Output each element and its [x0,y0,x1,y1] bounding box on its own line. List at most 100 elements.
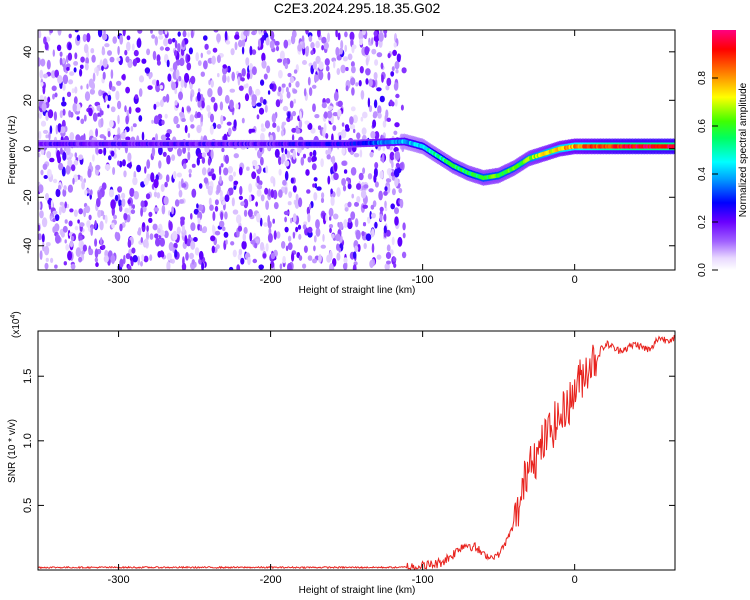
noise-blob [243,226,248,235]
noise-blob [365,78,369,85]
noise-blob [293,98,297,104]
noise-blob [55,124,58,135]
noise-blob [289,76,295,83]
noise-blob [41,233,45,243]
noise-blob [222,200,226,206]
noise-blob [110,150,115,157]
noise-blob [374,131,380,140]
noise-blob [109,56,115,63]
noise-blob [311,156,315,163]
noise-blob [330,196,335,206]
noise-blob [198,183,203,189]
noise-blob [321,102,327,109]
noise-blob [190,93,193,102]
noise-blob [78,154,84,160]
noise-blob [228,266,234,270]
noise-blob [190,240,196,250]
noise-blob [149,254,153,261]
noise-blob [292,231,296,239]
snr-scale-close: ) [11,311,22,314]
noise-blob [394,122,400,128]
noise-blob [287,72,292,78]
noise-blob [89,88,95,95]
noise-blob [57,123,61,133]
noise-blob [67,184,73,193]
noise-blob [386,117,391,123]
noise-blob [332,125,337,131]
noise-blob [67,52,73,61]
noise-blob [190,30,194,39]
noise-blob [272,189,278,200]
noise-blob [121,198,126,208]
noise-blob [271,113,277,124]
noise-blob [396,53,401,63]
noise-blob [188,47,193,55]
noise-blob [365,68,371,76]
noise-blob [336,243,340,251]
noise-blob [73,61,79,66]
noise-blob [233,153,239,159]
noise-blob [381,74,384,83]
noise-blob [153,207,159,212]
noise-blob [197,217,201,225]
noise-blob [352,114,358,124]
noise-blob [350,106,356,112]
noise-blob [47,96,51,103]
noise-blob [260,242,265,251]
noise-blob [219,220,225,228]
noise-blob [302,153,307,159]
noise-blob [153,191,158,198]
colorbar-tick-label: 0.8 [697,71,708,85]
noise-blob [132,123,137,128]
noise-blob [174,49,178,57]
noise-blob [211,173,216,181]
noise-blob [225,239,228,245]
noise-blob [365,233,372,241]
noise-blob [201,157,206,164]
noise-blob [353,153,360,158]
noise-blob [227,65,231,73]
noise-blob [146,48,151,56]
noise-blob [340,40,344,50]
noise-blob [322,233,325,242]
noise-blob [298,255,303,261]
noise-blob [265,165,269,174]
noise-blob [345,126,350,132]
noise-blob [95,146,99,155]
noise-blob [196,157,200,166]
noise-blob [344,31,348,38]
noise-blob [310,42,315,49]
x-tick-label: -300 [108,274,130,286]
noise-blob [161,251,165,258]
noise-blob [60,231,65,238]
noise-blob [97,191,103,200]
noise-blob [354,245,359,253]
noise-blob [308,35,313,42]
noise-blob [126,163,133,168]
noise-blob [227,75,230,83]
noise-blob [230,48,235,56]
noise-blob [325,65,330,72]
noise-blob [362,111,368,119]
noise-blob [402,222,406,231]
noise-blob [66,66,70,71]
noise-blob [211,245,215,254]
noise-blob [237,76,241,86]
noise-blob [223,167,229,176]
noise-blob [313,235,317,243]
noise-blob [109,119,114,128]
noise-blob [342,185,347,192]
noise-blob [300,156,305,166]
noise-blob [282,179,287,186]
y-tick-label: 40 [22,46,34,58]
noise-blob [94,248,99,259]
noise-blob [73,96,78,105]
noise-blob [273,230,277,240]
x-tick-label: -200 [260,274,282,286]
noise-blob [299,110,302,121]
noise-blob [201,100,205,109]
noise-blob [256,114,260,120]
noise-blob [222,226,226,232]
noise-blob [176,124,181,129]
noise-blob [182,163,187,170]
